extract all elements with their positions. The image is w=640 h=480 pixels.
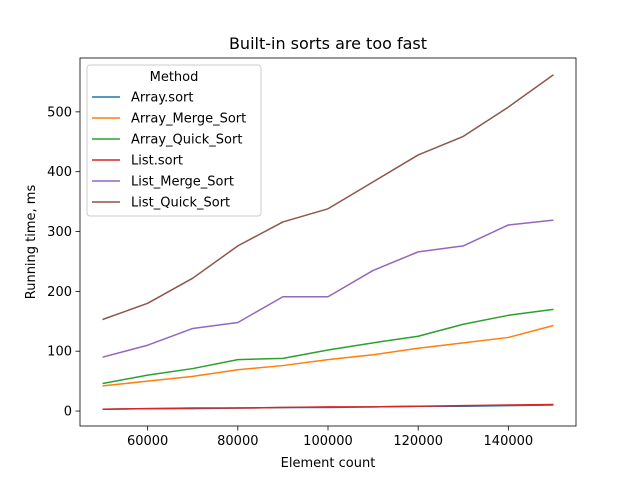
x-tick-label: 100000 <box>303 434 353 449</box>
y-tick-label: 500 <box>47 105 72 120</box>
x-axis-label: Element count <box>281 456 376 471</box>
legend-label-1: Array_Merge_Sort <box>131 112 246 127</box>
y-tick-label: 200 <box>47 285 72 300</box>
y-tick-label: 400 <box>47 165 72 180</box>
legend-frame <box>86 64 262 217</box>
axis-layer: 60000 80000 100000 120000 140000 0 100 200 300 40… <box>47 57 577 449</box>
series-line-3 <box>102 403 554 410</box>
x-tick-label: 80000 <box>217 434 258 449</box>
legend-label-0: Array.sort <box>131 91 193 106</box>
series-line-5 <box>102 74 554 321</box>
legend-label-4: List_Merge_Sort <box>131 175 234 190</box>
y-tick-label: 0 <box>64 405 72 420</box>
x-tick-label: 140000 <box>484 434 534 449</box>
y-tick-label: 300 <box>47 225 72 240</box>
chart-title: Built-in sorts are too fast <box>229 34 427 53</box>
legend-label-3: List.sort <box>131 154 183 169</box>
x-tick-label: 120000 <box>393 434 443 449</box>
legend-items: Array.sort Array_Merge_Sort Array_Quick_So… <box>92 91 246 211</box>
series-line-2 <box>102 308 554 385</box>
y-axis-label: Running time, ms <box>24 185 39 300</box>
series-layer <box>102 74 554 410</box>
legend: Method Array.sort Array_Merge_Sort Array_Q… <box>86 64 262 217</box>
legend-label-2: Array_Quick_Sort <box>131 133 242 148</box>
x-tick-label: 60000 <box>127 434 168 449</box>
legend-title: Method <box>150 70 199 85</box>
series-line-4 <box>102 219 554 358</box>
y-tick-label: 100 <box>47 345 72 360</box>
series-line-1 <box>102 324 554 387</box>
legend-label-5: List_Quick_Sort <box>131 196 230 211</box>
